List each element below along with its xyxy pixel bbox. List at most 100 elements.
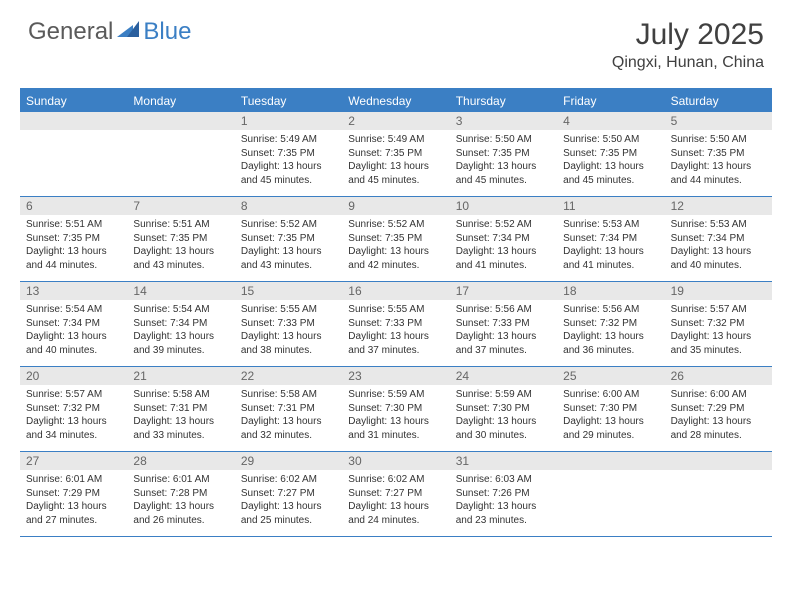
day-cell: 13Sunrise: 5:54 AMSunset: 7:34 PMDayligh… bbox=[20, 282, 127, 366]
day-content: Sunrise: 6:01 AMSunset: 7:29 PMDaylight:… bbox=[20, 470, 127, 530]
daylight-line: Daylight: 13 hours and 41 minutes. bbox=[456, 245, 551, 272]
day-content: Sunrise: 5:49 AMSunset: 7:35 PMDaylight:… bbox=[235, 130, 342, 190]
sunrise-line: Sunrise: 6:02 AM bbox=[241, 473, 336, 487]
week-row: 13Sunrise: 5:54 AMSunset: 7:34 PMDayligh… bbox=[20, 282, 772, 367]
sunrise-line: Sunrise: 5:55 AM bbox=[241, 303, 336, 317]
day-cell: 20Sunrise: 5:57 AMSunset: 7:32 PMDayligh… bbox=[20, 367, 127, 451]
day-cell: 15Sunrise: 5:55 AMSunset: 7:33 PMDayligh… bbox=[235, 282, 342, 366]
sunrise-line: Sunrise: 5:52 AM bbox=[348, 218, 443, 232]
day-content: Sunrise: 6:03 AMSunset: 7:26 PMDaylight:… bbox=[450, 470, 557, 530]
day-content: Sunrise: 5:55 AMSunset: 7:33 PMDaylight:… bbox=[235, 300, 342, 360]
sunrise-line: Sunrise: 5:57 AM bbox=[26, 388, 121, 402]
day-content: Sunrise: 5:50 AMSunset: 7:35 PMDaylight:… bbox=[450, 130, 557, 190]
weeks-container: 1Sunrise: 5:49 AMSunset: 7:35 PMDaylight… bbox=[20, 112, 772, 537]
day-content: Sunrise: 5:50 AMSunset: 7:35 PMDaylight:… bbox=[557, 130, 664, 190]
day-number: 9 bbox=[342, 197, 449, 215]
day-content: Sunrise: 5:59 AMSunset: 7:30 PMDaylight:… bbox=[342, 385, 449, 445]
day-number: 8 bbox=[235, 197, 342, 215]
daylight-line: Daylight: 13 hours and 45 minutes. bbox=[563, 160, 658, 187]
day-content: Sunrise: 6:02 AMSunset: 7:27 PMDaylight:… bbox=[235, 470, 342, 530]
day-cell: 10Sunrise: 5:52 AMSunset: 7:34 PMDayligh… bbox=[450, 197, 557, 281]
day-number: 15 bbox=[235, 282, 342, 300]
day-cell: 12Sunrise: 5:53 AMSunset: 7:34 PMDayligh… bbox=[665, 197, 772, 281]
sunrise-line: Sunrise: 5:49 AM bbox=[348, 133, 443, 147]
sunset-line: Sunset: 7:32 PM bbox=[671, 317, 766, 331]
daylight-line: Daylight: 13 hours and 35 minutes. bbox=[671, 330, 766, 357]
day-content: Sunrise: 5:51 AMSunset: 7:35 PMDaylight:… bbox=[20, 215, 127, 275]
sunset-line: Sunset: 7:29 PM bbox=[671, 402, 766, 416]
day-content: Sunrise: 5:54 AMSunset: 7:34 PMDaylight:… bbox=[20, 300, 127, 360]
daylight-line: Daylight: 13 hours and 40 minutes. bbox=[26, 330, 121, 357]
sunset-line: Sunset: 7:35 PM bbox=[241, 147, 336, 161]
logo-text-general: General bbox=[28, 18, 113, 46]
sunrise-line: Sunrise: 5:50 AM bbox=[563, 133, 658, 147]
day-content: Sunrise: 5:52 AMSunset: 7:35 PMDaylight:… bbox=[235, 215, 342, 275]
day-cell: 21Sunrise: 5:58 AMSunset: 7:31 PMDayligh… bbox=[127, 367, 234, 451]
day-cell: 2Sunrise: 5:49 AMSunset: 7:35 PMDaylight… bbox=[342, 112, 449, 196]
sunset-line: Sunset: 7:30 PM bbox=[348, 402, 443, 416]
sunrise-line: Sunrise: 5:58 AM bbox=[133, 388, 228, 402]
day-number: 19 bbox=[665, 282, 772, 300]
daylight-line: Daylight: 13 hours and 29 minutes. bbox=[563, 415, 658, 442]
daylight-line: Daylight: 13 hours and 42 minutes. bbox=[348, 245, 443, 272]
weekday-header: Friday bbox=[557, 90, 664, 112]
daylight-line: Daylight: 13 hours and 45 minutes. bbox=[348, 160, 443, 187]
day-content: Sunrise: 5:58 AMSunset: 7:31 PMDaylight:… bbox=[235, 385, 342, 445]
daylight-line: Daylight: 13 hours and 36 minutes. bbox=[563, 330, 658, 357]
day-cell: 18Sunrise: 5:56 AMSunset: 7:32 PMDayligh… bbox=[557, 282, 664, 366]
day-content: Sunrise: 6:01 AMSunset: 7:28 PMDaylight:… bbox=[127, 470, 234, 530]
daylight-line: Daylight: 13 hours and 40 minutes. bbox=[671, 245, 766, 272]
location: Qingxi, Hunan, China bbox=[612, 54, 764, 72]
day-number: 31 bbox=[450, 452, 557, 470]
day-content: Sunrise: 5:59 AMSunset: 7:30 PMDaylight:… bbox=[450, 385, 557, 445]
daylight-line: Daylight: 13 hours and 45 minutes. bbox=[241, 160, 336, 187]
sunrise-line: Sunrise: 5:51 AM bbox=[133, 218, 228, 232]
day-cell: 19Sunrise: 5:57 AMSunset: 7:32 PMDayligh… bbox=[665, 282, 772, 366]
day-cell: 7Sunrise: 5:51 AMSunset: 7:35 PMDaylight… bbox=[127, 197, 234, 281]
sunrise-line: Sunrise: 5:53 AM bbox=[563, 218, 658, 232]
day-number: 1 bbox=[235, 112, 342, 130]
day-content: Sunrise: 6:02 AMSunset: 7:27 PMDaylight:… bbox=[342, 470, 449, 530]
week-row: 20Sunrise: 5:57 AMSunset: 7:32 PMDayligh… bbox=[20, 367, 772, 452]
weekday-header: Monday bbox=[127, 90, 234, 112]
sunrise-line: Sunrise: 5:58 AM bbox=[241, 388, 336, 402]
calendar: SundayMondayTuesdayWednesdayThursdayFrid… bbox=[20, 88, 772, 537]
day-number bbox=[665, 452, 772, 470]
sunset-line: Sunset: 7:34 PM bbox=[456, 232, 551, 246]
day-content: Sunrise: 5:53 AMSunset: 7:34 PMDaylight:… bbox=[665, 215, 772, 275]
daylight-line: Daylight: 13 hours and 26 minutes. bbox=[133, 500, 228, 527]
logo: General Blue bbox=[28, 18, 191, 46]
day-number: 20 bbox=[20, 367, 127, 385]
daylight-line: Daylight: 13 hours and 28 minutes. bbox=[671, 415, 766, 442]
day-content: Sunrise: 5:58 AMSunset: 7:31 PMDaylight:… bbox=[127, 385, 234, 445]
sunset-line: Sunset: 7:32 PM bbox=[26, 402, 121, 416]
weekday-header: Thursday bbox=[450, 90, 557, 112]
sunset-line: Sunset: 7:30 PM bbox=[563, 402, 658, 416]
day-number: 2 bbox=[342, 112, 449, 130]
day-number: 5 bbox=[665, 112, 772, 130]
day-content: Sunrise: 6:00 AMSunset: 7:29 PMDaylight:… bbox=[665, 385, 772, 445]
sunset-line: Sunset: 7:35 PM bbox=[133, 232, 228, 246]
sunrise-line: Sunrise: 5:52 AM bbox=[456, 218, 551, 232]
empty-day-cell bbox=[665, 452, 772, 536]
day-number: 22 bbox=[235, 367, 342, 385]
day-cell: 27Sunrise: 6:01 AMSunset: 7:29 PMDayligh… bbox=[20, 452, 127, 536]
day-content: Sunrise: 5:57 AMSunset: 7:32 PMDaylight:… bbox=[20, 385, 127, 445]
sunset-line: Sunset: 7:35 PM bbox=[241, 232, 336, 246]
logo-text-blue: Blue bbox=[143, 18, 191, 46]
sunset-line: Sunset: 7:27 PM bbox=[241, 487, 336, 501]
sunset-line: Sunset: 7:26 PM bbox=[456, 487, 551, 501]
day-cell: 5Sunrise: 5:50 AMSunset: 7:35 PMDaylight… bbox=[665, 112, 772, 196]
day-number: 18 bbox=[557, 282, 664, 300]
day-number: 3 bbox=[450, 112, 557, 130]
day-content: Sunrise: 5:54 AMSunset: 7:34 PMDaylight:… bbox=[127, 300, 234, 360]
daylight-line: Daylight: 13 hours and 25 minutes. bbox=[241, 500, 336, 527]
day-number bbox=[557, 452, 664, 470]
day-content: Sunrise: 6:00 AMSunset: 7:30 PMDaylight:… bbox=[557, 385, 664, 445]
sunset-line: Sunset: 7:35 PM bbox=[563, 147, 658, 161]
header: General Blue July 2025 Qingxi, Hunan, Ch… bbox=[0, 0, 792, 80]
daylight-line: Daylight: 13 hours and 27 minutes. bbox=[26, 500, 121, 527]
day-cell: 28Sunrise: 6:01 AMSunset: 7:28 PMDayligh… bbox=[127, 452, 234, 536]
day-number: 6 bbox=[20, 197, 127, 215]
day-number: 17 bbox=[450, 282, 557, 300]
